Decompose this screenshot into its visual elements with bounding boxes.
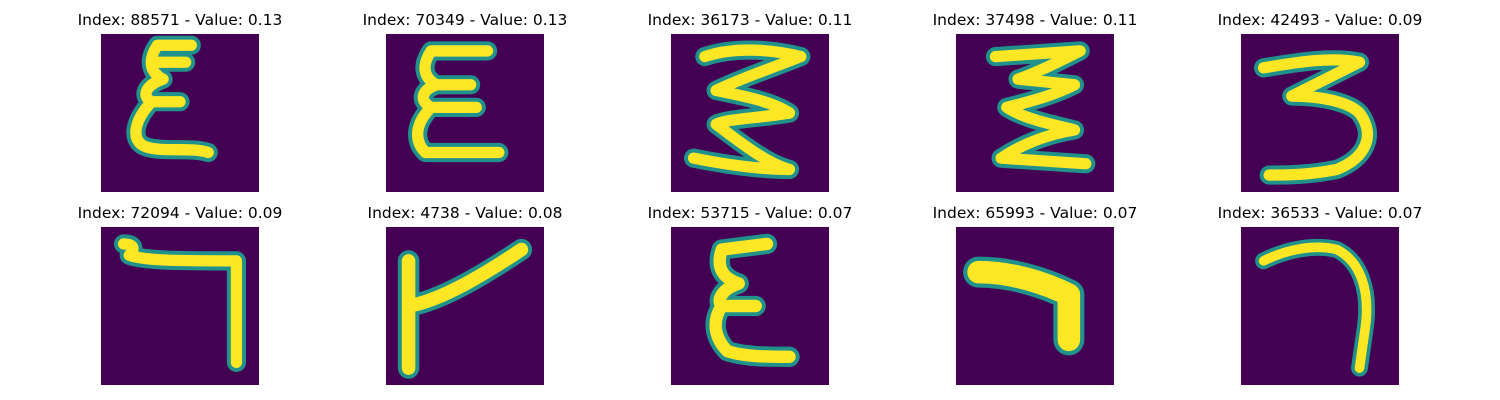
panel-title: Index: 53715 - Value: 0.07 <box>647 204 853 222</box>
panel-title: Index: 65993 - Value: 0.07 <box>932 204 1138 222</box>
panel-title: Index: 42493 - Value: 0.09 <box>1217 11 1423 29</box>
digit-image <box>956 227 1114 385</box>
panel-title: Index: 88571 - Value: 0.13 <box>77 11 283 29</box>
digit-panel: Index: 72094 - Value: 0.09 <box>50 201 310 386</box>
digit-panel: Index: 65993 - Value: 0.07 <box>905 201 1165 386</box>
panel-title: Index: 72094 - Value: 0.09 <box>77 204 283 222</box>
digit-image <box>1241 34 1399 192</box>
digit-panel: Index: 4738 - Value: 0.08 <box>335 201 595 386</box>
digit-image <box>386 34 544 192</box>
digit-panel: Index: 42493 - Value: 0.09 <box>1190 8 1450 193</box>
digit-image <box>671 34 829 192</box>
digit-panel: Index: 36173 - Value: 0.11 <box>620 8 880 193</box>
digit-panel: Index: 70349 - Value: 0.13 <box>335 8 595 193</box>
panel-title: Index: 70349 - Value: 0.13 <box>362 11 568 29</box>
digit-image <box>386 227 544 385</box>
digit-panel: Index: 37498 - Value: 0.11 <box>905 8 1165 193</box>
digit-image <box>101 227 259 385</box>
panel-title: Index: 4738 - Value: 0.08 <box>367 204 563 222</box>
panel-title: Index: 36533 - Value: 0.07 <box>1217 204 1423 222</box>
digit-image <box>1241 227 1399 385</box>
panel-title: Index: 36173 - Value: 0.11 <box>647 11 853 29</box>
panel-title: Index: 37498 - Value: 0.11 <box>932 11 1138 29</box>
digit-image <box>956 34 1114 192</box>
digit-panel: Index: 88571 - Value: 0.13 <box>50 8 310 193</box>
digit-panel: Index: 53715 - Value: 0.07 <box>620 201 880 386</box>
digit-panel: Index: 36533 - Value: 0.07 <box>1190 201 1450 386</box>
digit-image <box>101 34 259 192</box>
digit-image <box>671 227 829 385</box>
